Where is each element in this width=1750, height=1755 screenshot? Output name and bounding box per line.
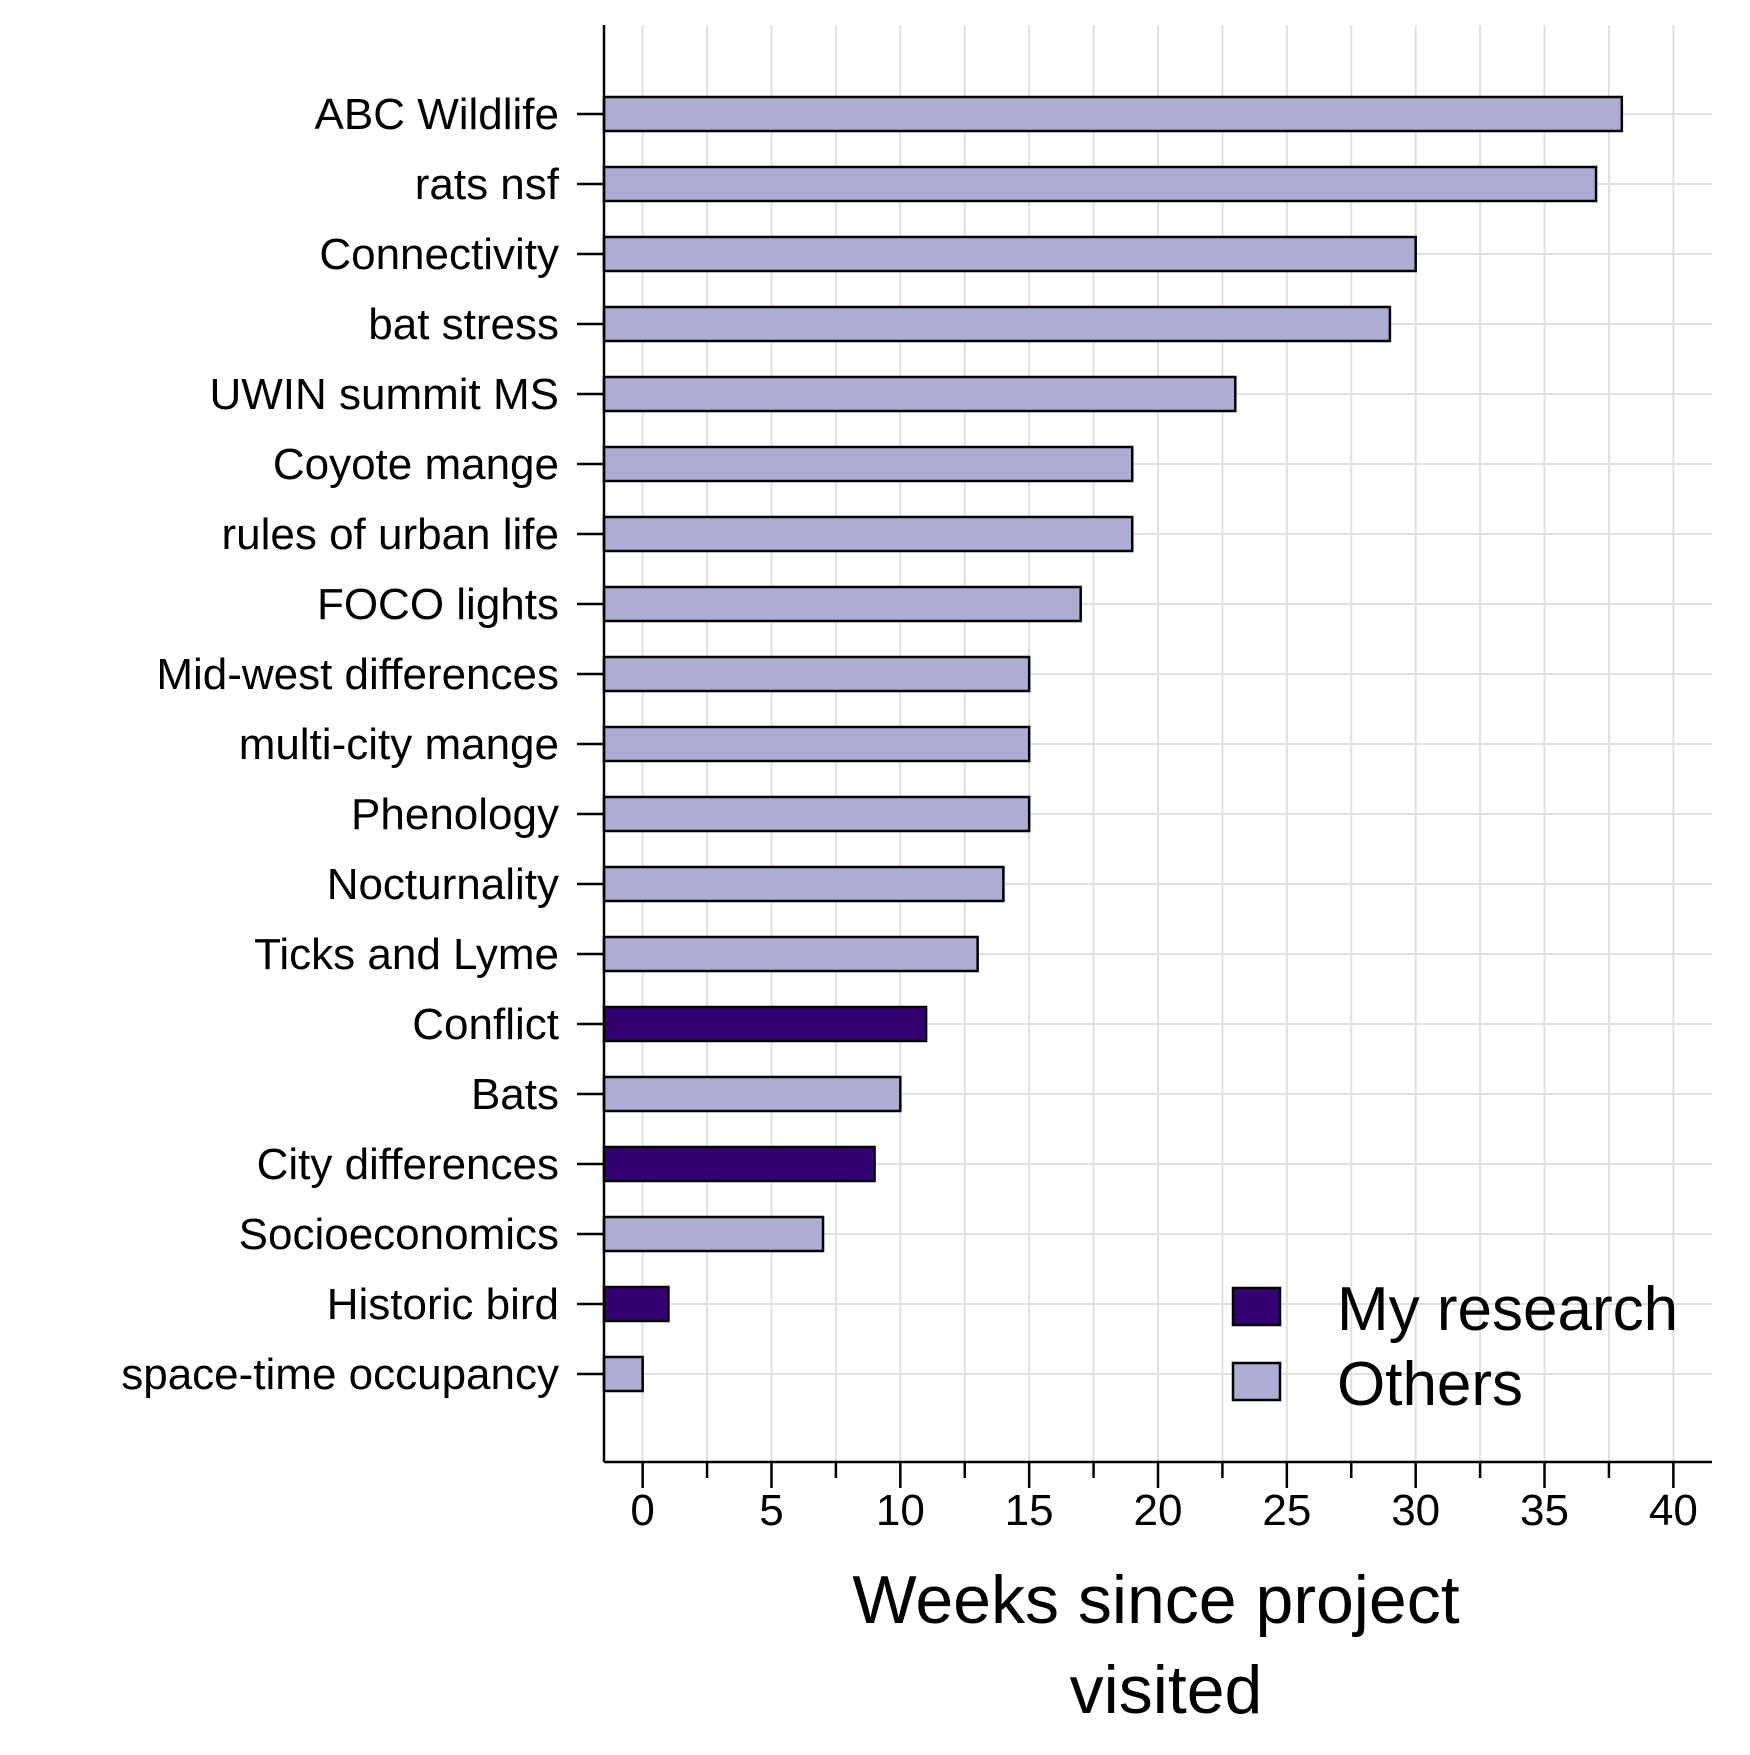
category-label: Historic bird (327, 1280, 559, 1329)
bar (602, 1215, 825, 1253)
category-label: Mid-west differences (156, 650, 559, 699)
x-axis-title-line-1: Weeks since project (852, 1562, 1459, 1638)
x-tick-label: 15 (1005, 1486, 1054, 1535)
legend: My research Others (1231, 1275, 1678, 1419)
bar (602, 1355, 644, 1393)
bar (602, 1145, 876, 1183)
legend-label-others: Others (1337, 1350, 1523, 1419)
category-label: Conflict (412, 1000, 559, 1049)
bar (602, 445, 1134, 483)
x-axis-title-line-2: visited (1070, 1652, 1263, 1728)
category-label: Socioeconomics (239, 1210, 559, 1259)
bar (602, 95, 1624, 133)
bar (602, 1075, 902, 1113)
bars-layer (602, 95, 1624, 1393)
bar (602, 655, 1031, 693)
category-label: Coyote mange (273, 440, 559, 489)
x-tick-label: 5 (759, 1486, 783, 1535)
category-label: bat stress (368, 300, 559, 349)
bar (602, 725, 1031, 763)
x-tick-label: 10 (876, 1486, 925, 1535)
axis-layer (577, 25, 1712, 1488)
bar (602, 375, 1237, 413)
category-label: Ticks and Lyme (254, 930, 559, 979)
x-tick-label: 20 (1134, 1486, 1183, 1535)
category-label: Phenology (351, 790, 559, 839)
x-axis-title: Weeks since project visited (852, 1562, 1459, 1728)
category-label: rats nsf (415, 160, 560, 209)
bar (602, 865, 1005, 903)
bar (602, 585, 1082, 623)
labels-layer: ABC Wildlife rats nsf Connectivity bat stre… (121, 90, 1698, 1535)
bar (602, 515, 1134, 553)
x-tick-label: 35 (1520, 1486, 1569, 1535)
x-tick-label: 30 (1391, 1486, 1440, 1535)
bar (602, 1285, 670, 1323)
bar (602, 935, 979, 973)
bar (602, 235, 1417, 273)
legend-swatch-my-research (1231, 1286, 1282, 1327)
bar (602, 305, 1392, 343)
category-label: Nocturnality (327, 860, 559, 909)
category-label: FOCO lights (317, 580, 559, 629)
category-label: multi-city mange (239, 720, 559, 769)
category-label: space-time occupancy (121, 1350, 559, 1399)
legend-label-my-research: My research (1337, 1275, 1678, 1344)
category-label: UWIN summit MS (209, 370, 559, 419)
legend-swatch-others (1231, 1361, 1282, 1402)
category-label: rules of urban life (221, 510, 559, 559)
x-tick-label: 25 (1262, 1486, 1311, 1535)
category-label: ABC Wildlife (315, 90, 560, 139)
x-tick-label: 40 (1649, 1486, 1698, 1535)
category-label: City differences (257, 1140, 559, 1189)
bar (602, 165, 1598, 203)
x-tick-label: 0 (630, 1486, 654, 1535)
category-label: Connectivity (319, 230, 559, 279)
bar (602, 795, 1031, 833)
bar (602, 1005, 928, 1043)
category-label: Bats (471, 1070, 559, 1119)
